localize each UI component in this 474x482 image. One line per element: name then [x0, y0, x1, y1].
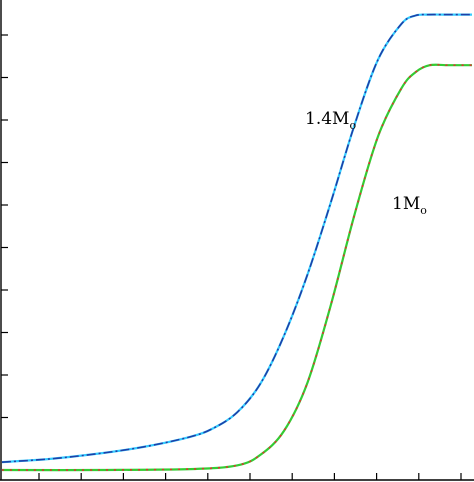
- series-label-2: 1Mo: [392, 194, 427, 217]
- series-2-line: [1, 63, 472, 471]
- curves: [1, 13, 472, 472]
- series-1-line-overlay: [1, 13, 472, 464]
- series-label-1: 1.4Mo: [305, 109, 356, 132]
- series-2-line-overlay: [1, 63, 472, 472]
- series-1-line: [1, 13, 472, 463]
- axis-ticks: [1, 34, 462, 480]
- curve-labels: 1.4Mo 1Mo: [305, 109, 427, 217]
